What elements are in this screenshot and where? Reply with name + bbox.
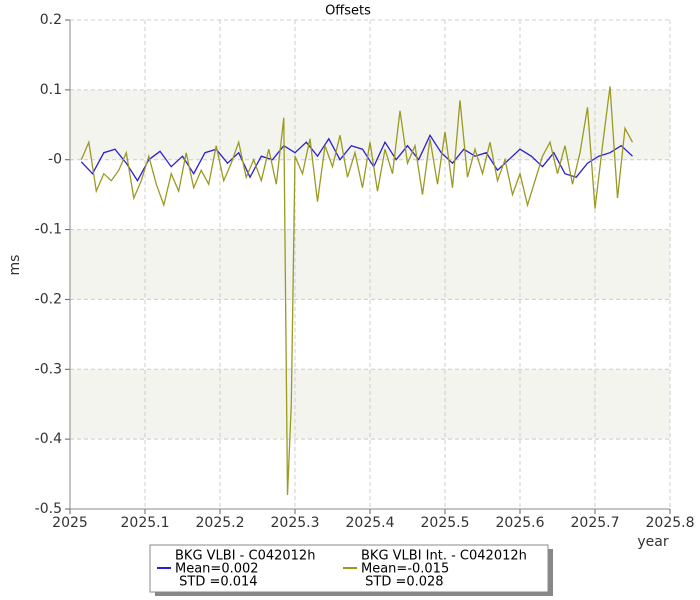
x-tick-label: 2025.2 bbox=[196, 515, 245, 531]
x-tick-label: 2025 bbox=[52, 515, 88, 531]
x-tick-label: 2025.3 bbox=[271, 515, 320, 531]
chart-title: Offsets bbox=[325, 4, 371, 19]
series-line bbox=[80, 133, 633, 182]
y-tick-label: -0 bbox=[48, 152, 62, 168]
x-tick-label: 2025.6 bbox=[496, 515, 545, 531]
legend-mean: Mean=-0.015 bbox=[361, 562, 449, 577]
y-axis-label: ms bbox=[7, 255, 23, 276]
x-tick-label: 2025.1 bbox=[121, 515, 170, 531]
x-tick-label: 2025.7 bbox=[571, 515, 620, 531]
y-tick-label: -0.1 bbox=[35, 222, 62, 238]
y-tick-label: -0.3 bbox=[35, 361, 62, 377]
legend-label: BKG VLBI Int. - C042012h bbox=[361, 549, 527, 564]
x-tick-label: 2025.8 bbox=[646, 515, 695, 531]
series-line bbox=[80, 86, 634, 496]
y-tick-label: 0.1 bbox=[40, 82, 62, 98]
y-tick-label: 0.2 bbox=[40, 12, 62, 28]
x-tick-label: 2025.5 bbox=[421, 515, 470, 531]
y-tick-label: -0.2 bbox=[35, 291, 62, 307]
legend-std: STD =0.028 bbox=[361, 575, 444, 590]
legend-label: BKG VLBI - C042012h bbox=[175, 549, 315, 564]
x-tick-label: 2025.4 bbox=[346, 515, 395, 531]
legend-std: STD =0.014 bbox=[175, 575, 258, 590]
x-axis-label: year bbox=[637, 534, 668, 550]
legend-mean: Mean=0.002 bbox=[175, 562, 259, 577]
y-tick-label: -0.5 bbox=[35, 501, 62, 517]
y-tick-label: -0.4 bbox=[35, 431, 62, 447]
